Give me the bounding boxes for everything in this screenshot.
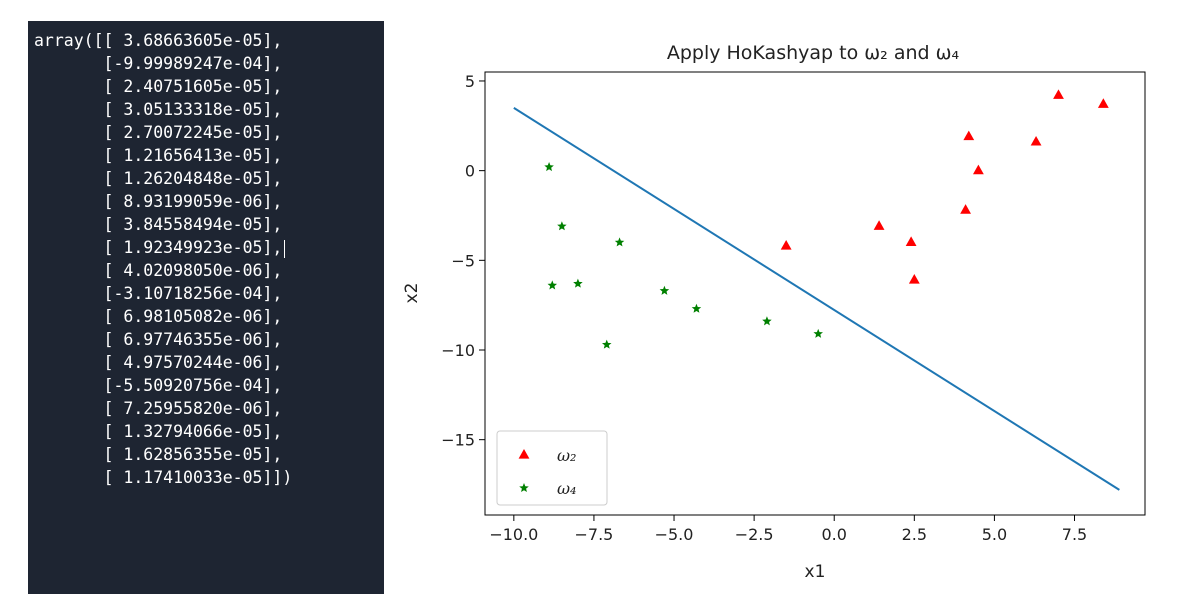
omega2-point bbox=[960, 204, 971, 214]
x-axis-label: x1 bbox=[805, 562, 826, 582]
omega4-point bbox=[544, 162, 554, 172]
legend-box bbox=[496, 430, 608, 506]
legend-label: ω₂ bbox=[557, 446, 576, 465]
code-output-lines: array([[ 3.68663605e-05], [-9.99989247e-… bbox=[34, 29, 384, 489]
code-line: [ 7.25955820e-06], bbox=[34, 399, 283, 418]
legend-items: ω₂ ω₄ bbox=[518, 446, 576, 498]
omega4-point bbox=[557, 221, 567, 231]
x-tick-label: −10.0 bbox=[489, 525, 538, 544]
y-tick-label: 5 bbox=[465, 72, 475, 91]
code-line: [ 3.84558494e-05], bbox=[34, 215, 283, 234]
y-tick-label: −15 bbox=[441, 431, 475, 450]
y-axis-label: x2 bbox=[402, 283, 422, 304]
decision-boundary-line bbox=[513, 107, 1120, 491]
code-line: [ 1.17410033e-05]]) bbox=[34, 468, 293, 487]
omega2-point bbox=[908, 274, 920, 284]
omega4-point bbox=[614, 237, 625, 247]
x-tick-label: 0.0 bbox=[821, 525, 846, 544]
code-line: [ 3.05133318e-05], bbox=[34, 100, 283, 119]
code-line: [ 6.97746355e-06], bbox=[34, 330, 283, 349]
code-line: [-5.50920756e-04], bbox=[34, 376, 283, 395]
chart-title: Apply HoKashyap to ω₂ and ω₄ bbox=[667, 42, 960, 64]
x-tick-label: 7.5 bbox=[1062, 525, 1087, 544]
x-axis-ticks: −10.0 −7.5 −5.0 −2.5 0.0 2.5 5.0 7.5 bbox=[489, 515, 1087, 544]
plot-area-frame bbox=[484, 71, 1146, 516]
code-line: [-9.99989247e-04], bbox=[34, 54, 283, 73]
legend-triangle-marker bbox=[518, 449, 530, 459]
omega4-point bbox=[659, 285, 670, 295]
code-line: [ 2.70072245e-05], bbox=[34, 123, 283, 142]
legend: ω₂ ω₄ bbox=[496, 430, 608, 506]
x-tick-label: 2.5 bbox=[902, 525, 927, 544]
omega4-point bbox=[601, 339, 612, 349]
omega2-point bbox=[963, 130, 975, 141]
omega2-point bbox=[873, 220, 885, 230]
code-line: [ 4.97570244e-06], bbox=[34, 353, 283, 372]
code-line: [ 6.98105082e-06], bbox=[34, 307, 283, 326]
code-output-panel: array([[ 3.68663605e-05], [-9.99989247e-… bbox=[28, 21, 384, 594]
omega4-point bbox=[573, 278, 583, 288]
x-tick-label: −2.5 bbox=[735, 525, 774, 544]
legend-label: ω₄ bbox=[557, 479, 576, 498]
omega2-point bbox=[1030, 135, 1042, 146]
y-tick-label: 0 bbox=[465, 162, 475, 181]
x-tick-label: −7.5 bbox=[575, 525, 614, 544]
omega2-point bbox=[905, 236, 917, 246]
omega2-point bbox=[780, 239, 792, 250]
x-tick-label: −5.0 bbox=[655, 525, 694, 544]
code-line: [-3.10718256e-04], bbox=[34, 284, 283, 303]
y-tick-label: −10 bbox=[441, 341, 475, 360]
omega4-point bbox=[813, 328, 823, 338]
omega4-point bbox=[691, 303, 702, 313]
omega2-point bbox=[1053, 89, 1064, 99]
code-line: [ 1.21656413e-05], bbox=[34, 146, 283, 165]
omega4-point bbox=[547, 280, 558, 290]
code-line: [ 8.93199059e-06], bbox=[34, 192, 283, 211]
omega4-point bbox=[762, 316, 772, 326]
code-line: [ 2.40751605e-05], bbox=[34, 77, 283, 96]
omega2-point bbox=[1097, 98, 1109, 108]
scatter-chart: Apply HoKashyap to ω₂ and ω₄ −10.0 −7.5 −5… bbox=[402, 42, 1146, 582]
legend-star-marker bbox=[519, 483, 529, 493]
series-layer bbox=[513, 89, 1120, 491]
code-line: [ 1.32794066e-05], bbox=[34, 422, 283, 441]
code-line: [ 1.92349923e-05], bbox=[34, 236, 384, 259]
y-tick-label: −5 bbox=[451, 251, 475, 270]
x-tick-label: 5.0 bbox=[982, 525, 1007, 544]
code-line: [ 1.62856355e-05], bbox=[34, 445, 283, 464]
code-line: [ 1.26204848e-05], bbox=[34, 169, 283, 188]
omega2-point bbox=[972, 164, 984, 175]
code-line: array([[ 3.68663605e-05], bbox=[34, 31, 283, 50]
text-cursor bbox=[284, 239, 286, 258]
y-axis-ticks: 5 0 −5 −10 −15 bbox=[441, 72, 485, 450]
code-line: [ 4.02098050e-06], bbox=[34, 261, 283, 280]
